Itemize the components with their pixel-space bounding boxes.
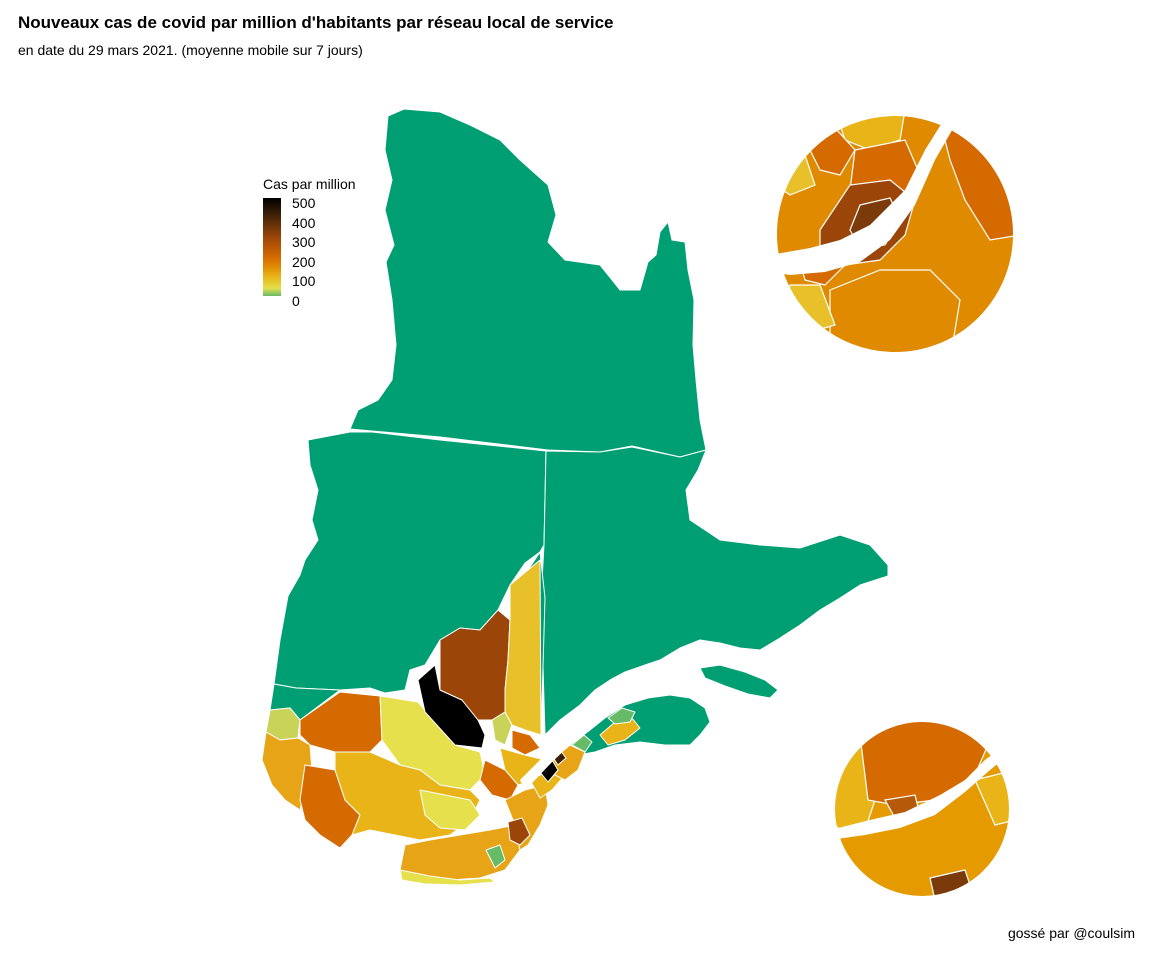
region-estrie	[399, 869, 496, 886]
island-anticosti	[699, 664, 779, 699]
caption: gossé par @coulsim	[1007, 925, 1135, 941]
legend-tick-400: 400	[292, 214, 316, 231]
legend-tick-200: 200	[292, 253, 316, 270]
region-charlevoix-n	[491, 711, 513, 746]
montreal-inset-border	[775, 114, 1015, 354]
region-gaspesie-rls-2	[607, 707, 636, 725]
region-beauce	[507, 817, 531, 846]
quebec-inset	[834, 721, 1010, 897]
chart-title: Nouveaux cas de covid par million d'habi…	[18, 13, 614, 32]
region-saguenay-fjord	[504, 559, 542, 736]
legend-tick-100: 100	[292, 273, 316, 290]
region-cote-nord	[540, 446, 889, 736]
legend-tick-300: 300	[292, 234, 316, 251]
chart-subtitle: en date du 29 mars 2021. (moyenne mobile…	[18, 42, 363, 58]
region-nunavik	[349, 108, 707, 458]
montreal-inset	[776, 115, 1014, 353]
region-charlevoix	[511, 729, 541, 756]
province-map	[261, 108, 889, 886]
legend-tick-0: 0	[292, 293, 300, 309]
river-mtl	[776, 118, 955, 275]
region-lanaudiere	[419, 789, 481, 831]
legend-color-bar	[263, 198, 281, 296]
region-chibougamau	[417, 664, 486, 749]
quebec-inset-border	[833, 720, 1011, 898]
legend: Cas par million 500 400 300 200 100 0	[263, 176, 356, 308]
legend-body: 500 400 300 200 100 0	[263, 195, 356, 308]
saint-lawrence-river	[520, 700, 625, 790]
legend-tick-500: 500	[292, 195, 316, 211]
inset-rive-sud	[829, 269, 961, 353]
legend-title: Cas par million	[263, 176, 356, 192]
region-etchemins	[485, 844, 506, 869]
